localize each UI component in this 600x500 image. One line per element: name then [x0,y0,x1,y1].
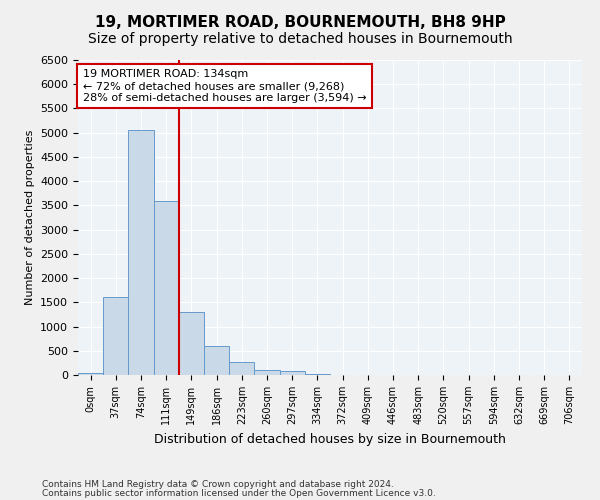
Bar [179,312,204,375]
Y-axis label: Number of detached properties: Number of detached properties [25,130,35,305]
Bar [154,200,179,375]
Text: Contains HM Land Registry data © Crown copyright and database right 2024.: Contains HM Land Registry data © Crown c… [42,480,394,489]
Bar [254,370,280,375]
Text: 19, MORTIMER ROAD, BOURNEMOUTH, BH8 9HP: 19, MORTIMER ROAD, BOURNEMOUTH, BH8 9HP [95,15,505,30]
Bar [103,298,128,375]
Text: 19 MORTIMER ROAD: 134sqm
← 72% of detached houses are smaller (9,268)
28% of sem: 19 MORTIMER ROAD: 134sqm ← 72% of detach… [83,70,367,102]
Bar [204,346,229,375]
Bar [280,371,305,375]
Text: Size of property relative to detached houses in Bournemouth: Size of property relative to detached ho… [88,32,512,46]
Bar [78,372,103,375]
Bar [128,130,154,375]
X-axis label: Distribution of detached houses by size in Bournemouth: Distribution of detached houses by size … [154,432,506,446]
Text: Contains public sector information licensed under the Open Government Licence v3: Contains public sector information licen… [42,489,436,498]
Bar [229,362,254,375]
Bar [305,374,330,375]
